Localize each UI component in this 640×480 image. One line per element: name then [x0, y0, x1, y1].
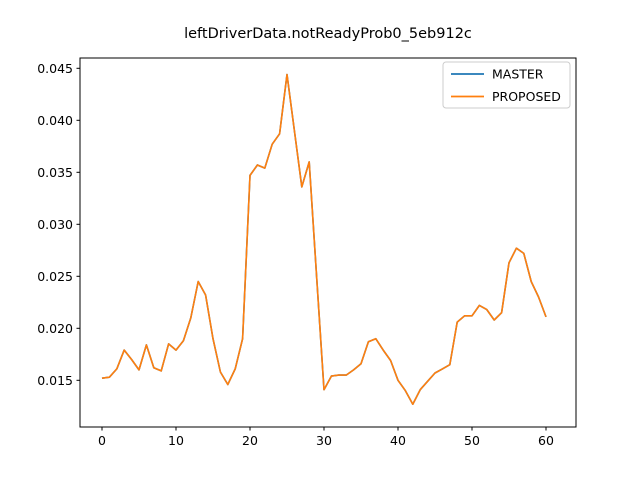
y-tick-label: 0.030	[37, 217, 73, 232]
series-line-master	[101, 73, 547, 406]
x-tick-label: 50	[464, 433, 480, 448]
axes: 0 10 20 30 40 50 60 0.015 0.020 0.025 0.030 0.035 0.…	[37, 57, 577, 448]
y-tick-label: 0.020	[37, 321, 73, 336]
y-tick-label: 0.015	[37, 373, 73, 388]
y-tick-label: 0.040	[37, 113, 73, 128]
x-tick-label: 10	[168, 433, 184, 448]
legend: MASTER PROPOSED	[442, 61, 571, 109]
legend-label-master: MASTER	[492, 67, 544, 82]
y-tick-label: 0.025	[37, 269, 73, 284]
x-tick-label: 40	[390, 433, 406, 448]
x-tick-label: 30	[316, 433, 332, 448]
y-tick-label: 0.035	[37, 165, 73, 180]
x-tick-label: 20	[242, 433, 258, 448]
x-tick-label: 60	[538, 433, 554, 448]
data-series	[101, 73, 547, 406]
series-line-proposed	[101, 73, 547, 406]
legend-label-proposed: PROPOSED	[492, 89, 561, 104]
plot-frame	[79, 57, 577, 428]
y-tick-label: 0.045	[37, 61, 73, 76]
chart-title: leftDriverData.notReadyProb0_5eb912c	[184, 26, 472, 42]
x-tick-label: 0	[98, 433, 106, 448]
